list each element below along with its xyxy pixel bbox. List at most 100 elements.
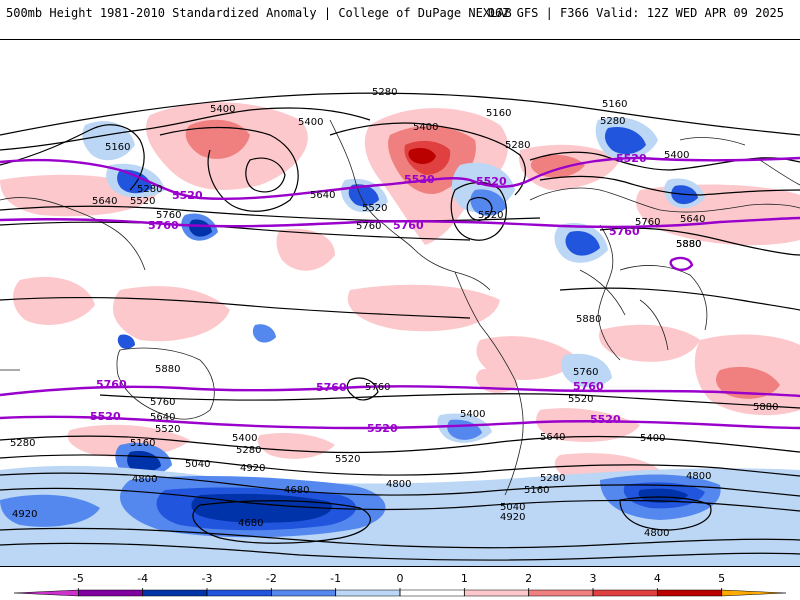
contour-label: 5280 xyxy=(137,184,162,195)
contour-label: 5640 xyxy=(680,214,705,225)
contour-label: 5280 xyxy=(505,140,530,151)
contour-labels: 5280 5160 5400 5400 5160 5280 5400 5160 … xyxy=(10,87,778,539)
contour-label: 5280 xyxy=(372,87,397,98)
model-run-info: 06Z GFS | F366 Valid: 12Z WED APR 09 202… xyxy=(487,6,784,20)
contour-label: 5400 xyxy=(413,122,438,133)
colorbar-swatch xyxy=(78,589,143,597)
contour-label: 5760 xyxy=(150,397,175,408)
anomaly-map: 5280 5160 5400 5400 5160 5280 5400 5160 … xyxy=(0,39,800,567)
contour-label: 5640 xyxy=(310,190,335,201)
colorbar-svg: -5 -4 -3 -2 -1 0 1 2 3 4 5 xyxy=(13,572,787,597)
colorbar-swatch xyxy=(13,589,79,597)
colorbar-swatch xyxy=(721,589,787,597)
contour-label: 4680 xyxy=(284,485,309,496)
thickness-label: 5760 xyxy=(148,219,179,232)
colorbar-swatch xyxy=(657,589,722,597)
contour-label: 5640 xyxy=(540,432,565,443)
contour-label: 5280 xyxy=(600,116,625,127)
colorbar-tick-label: -3 xyxy=(202,572,213,585)
thickness-label: 5520 xyxy=(90,410,121,423)
colorbar-swatch xyxy=(528,589,594,597)
thickness-label: 5520 xyxy=(404,173,435,186)
contour-label: 5400 xyxy=(460,409,485,420)
contour-label: 5520 xyxy=(568,394,593,405)
contour-label: 4920 xyxy=(500,512,525,523)
colorbar-tick-label: 2 xyxy=(525,572,532,585)
contour-label: 4920 xyxy=(240,463,265,474)
contour-label: 4920 xyxy=(12,509,37,520)
contour-label: 5400 xyxy=(640,433,665,444)
colorbar-swatch xyxy=(206,589,272,597)
colorbar-swatch xyxy=(592,589,658,597)
contour-label: 5520 xyxy=(335,454,360,465)
colorbar: -5 -4 -3 -2 -1 0 1 2 3 4 5 xyxy=(0,568,800,600)
colorbar-tick-label: 5 xyxy=(718,572,725,585)
contour-label: 5040 xyxy=(500,502,525,513)
contour-label: 5760 xyxy=(573,367,598,378)
thickness-label: 5760 xyxy=(393,219,424,232)
contour-label: 5040 xyxy=(185,459,210,470)
contour-label: 5400 xyxy=(232,433,257,444)
contour-label: 4800 xyxy=(132,474,157,485)
contour-label: 5760 xyxy=(365,382,390,393)
colorbar-tick-label: 3 xyxy=(590,572,597,585)
contour-label: 5880 xyxy=(676,239,701,250)
colorbar-ticks: -5 -4 -3 -2 -1 0 1 2 3 4 5 xyxy=(73,572,725,596)
thickness-label: 5520 xyxy=(476,175,507,188)
contour-label: 5160 xyxy=(486,108,511,119)
contour-label: 5880 xyxy=(576,314,601,325)
contour-label: 5760 xyxy=(156,210,181,221)
contour-label: 4800 xyxy=(686,471,711,482)
contour-label: 4800 xyxy=(644,528,669,539)
colorbar-tick-label: -2 xyxy=(266,572,277,585)
contour-label: 5160 xyxy=(602,99,627,110)
contour-label: 5520 xyxy=(130,196,155,207)
contour-label: 5280 xyxy=(10,438,35,449)
contour-label: 5640 xyxy=(150,412,175,423)
colorbar-swatch xyxy=(271,589,336,597)
contour-label: 5640 xyxy=(92,196,117,207)
contour-label: 4680 xyxy=(238,518,263,529)
colorbar-swatch xyxy=(142,589,208,597)
contour-label: 5280 xyxy=(236,445,261,456)
map-canvas: 5280 5160 5400 5400 5160 5280 5400 5160 … xyxy=(0,87,800,566)
contour-label: 5400 xyxy=(298,117,323,128)
contour-label: 5880 xyxy=(676,239,701,250)
thickness-label: 5760 xyxy=(609,225,640,238)
coastlines xyxy=(0,119,800,496)
contour-label: 5880 xyxy=(753,402,778,413)
colorbar-tick-label: 1 xyxy=(461,572,468,585)
thickness-label: 5520 xyxy=(367,422,398,435)
thickness-lines xyxy=(0,156,800,430)
thickness-label: 5760 xyxy=(316,381,347,394)
colorbar-swatch xyxy=(464,589,529,597)
contour-label: 5520 xyxy=(362,203,387,214)
thickness-label: 5520 xyxy=(616,152,647,165)
colorbar-tick-label: 4 xyxy=(654,572,661,585)
contour-label: 5400 xyxy=(664,150,689,161)
contour-label: 5160 xyxy=(130,438,155,449)
colorbar-tick-label: -4 xyxy=(137,572,148,585)
contour-label: 4800 xyxy=(386,479,411,490)
contour-label: 5880 xyxy=(155,364,180,375)
thickness-label: 5520 xyxy=(590,413,621,426)
colorbar-tick-label: -1 xyxy=(330,572,341,585)
contour-label: 5400 xyxy=(210,104,235,115)
thickness-labels: 5520 5520 5760 5760 5760 5520 5760 5760 … xyxy=(90,152,647,435)
thickness-label: 5760 xyxy=(96,378,127,391)
negative-anomaly-shading xyxy=(0,117,800,566)
contour-label: 5160 xyxy=(524,485,549,496)
contour-label: 5160 xyxy=(105,142,130,153)
colorbar-tick-label: 0 xyxy=(397,572,404,585)
contour-label: 5760 xyxy=(635,217,660,228)
thickness-label: 5760 xyxy=(573,380,604,393)
contour-label: 5520 xyxy=(478,210,503,221)
colorbar-swatch xyxy=(399,589,465,597)
contour-label: 5520 xyxy=(155,424,180,435)
colorbar-swatch xyxy=(335,589,401,597)
map-title: 500mb Height 1981-2010 Standardized Anom… xyxy=(6,6,512,20)
thickness-label: 5520 xyxy=(172,189,203,202)
colorbar-tick-label: -5 xyxy=(73,572,84,585)
contour-label: 5760 xyxy=(356,221,381,232)
contour-label: 5280 xyxy=(540,473,565,484)
